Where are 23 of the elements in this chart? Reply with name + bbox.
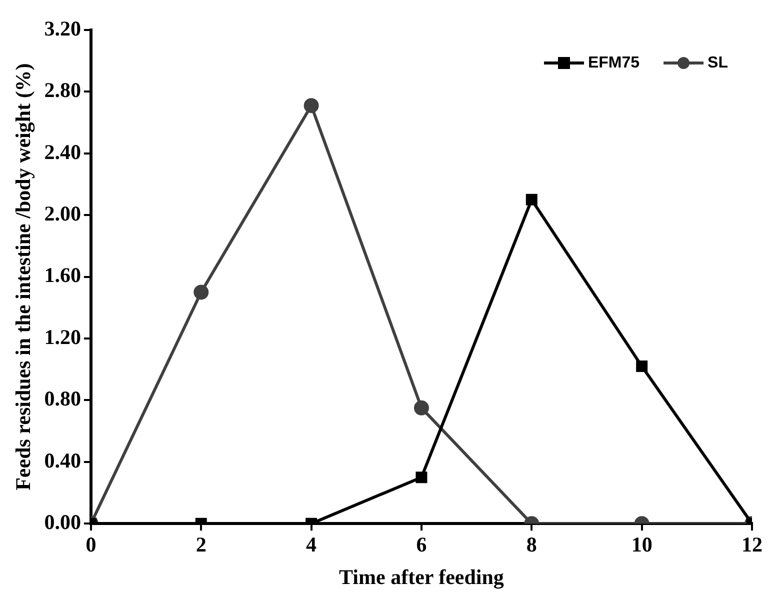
legend-label: SL [708,54,728,72]
legend-label: EFM75 [588,54,640,72]
x-tick-label: 4 [306,532,318,557]
x-axis-title: Time after feeding [339,564,504,589]
y-tick-label: 0.40 [44,448,81,472]
y-tick-label: 2.40 [44,140,81,164]
y-tick-label: 3.20 [44,16,81,40]
y-tick-label: 2.80 [44,78,81,102]
y-tick-label: 1.20 [44,324,81,349]
y-tick-label: 0.80 [44,386,81,411]
y-axis-title: Feeds residues in the intestine /body weight (%) [11,63,36,490]
point [194,284,209,300]
x-tick-label: 2 [196,532,206,557]
point [304,98,319,114]
x-tick-label: 6 [416,532,427,557]
y-tick-label: 1.60 [44,263,81,288]
x-tick-label: 0 [86,532,96,557]
x-tick-label: 10 [631,532,652,557]
y-tick-label: 0.00 [44,510,81,534]
y-tick-label: 2.00 [44,202,81,226]
x-tick-label: 8 [526,532,537,557]
x-tick-label: 12 [742,532,762,557]
point [526,194,538,206]
